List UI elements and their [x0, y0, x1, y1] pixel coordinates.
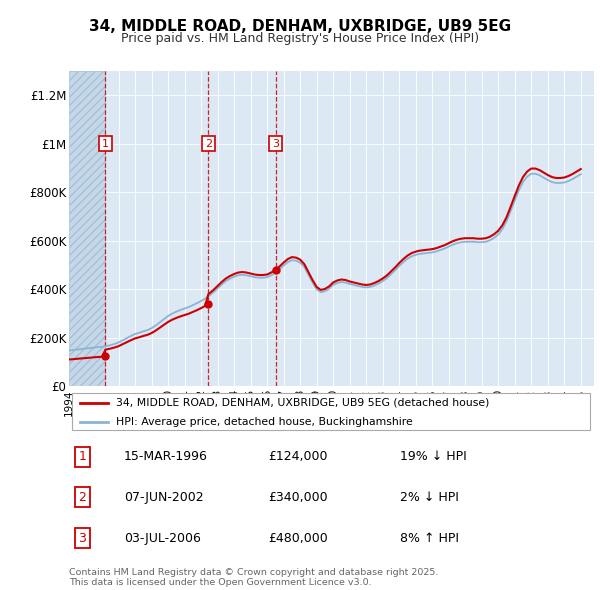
Text: £340,000: £340,000	[269, 491, 328, 504]
Text: Contains HM Land Registry data © Crown copyright and database right 2025.
This d: Contains HM Land Registry data © Crown c…	[69, 568, 439, 587]
Text: 1: 1	[102, 139, 109, 149]
Text: 34, MIDDLE ROAD, DENHAM, UXBRIDGE, UB9 5EG (detached house): 34, MIDDLE ROAD, DENHAM, UXBRIDGE, UB9 5…	[116, 398, 490, 408]
Text: 3: 3	[78, 532, 86, 545]
Text: 07-JUN-2002: 07-JUN-2002	[124, 491, 204, 504]
FancyBboxPatch shape	[71, 394, 590, 430]
Text: £124,000: £124,000	[269, 450, 328, 463]
Text: 1: 1	[78, 450, 86, 463]
Text: HPI: Average price, detached house, Buckinghamshire: HPI: Average price, detached house, Buck…	[116, 417, 413, 427]
Text: 3: 3	[272, 139, 279, 149]
Text: £480,000: £480,000	[269, 532, 328, 545]
Text: 2% ↓ HPI: 2% ↓ HPI	[400, 491, 458, 504]
Text: Price paid vs. HM Land Registry's House Price Index (HPI): Price paid vs. HM Land Registry's House …	[121, 32, 479, 45]
Text: 34, MIDDLE ROAD, DENHAM, UXBRIDGE, UB9 5EG: 34, MIDDLE ROAD, DENHAM, UXBRIDGE, UB9 5…	[89, 19, 511, 34]
Text: 19% ↓ HPI: 19% ↓ HPI	[400, 450, 467, 463]
Text: 15-MAR-1996: 15-MAR-1996	[124, 450, 208, 463]
Text: 2: 2	[78, 491, 86, 504]
Text: 2: 2	[205, 139, 212, 149]
Text: 03-JUL-2006: 03-JUL-2006	[124, 532, 201, 545]
Text: 8% ↑ HPI: 8% ↑ HPI	[400, 532, 459, 545]
